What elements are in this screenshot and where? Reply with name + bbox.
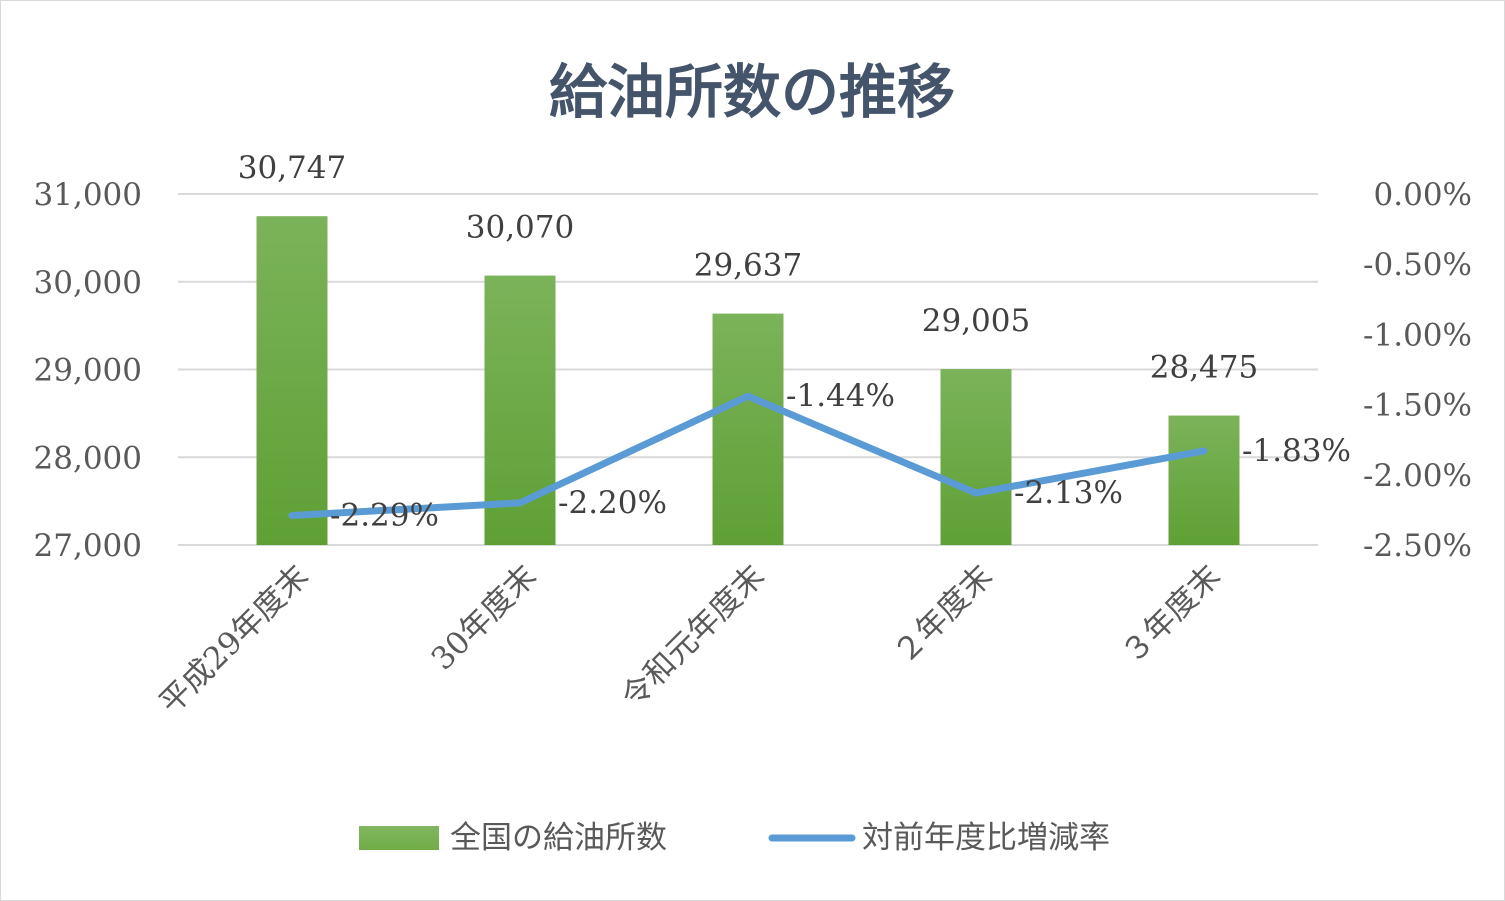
y-right-tick-label: 0.00% — [1374, 177, 1472, 213]
line-point — [519, 502, 521, 504]
data-labels: 30,747 30,070 29,637 29,005 28,475 -2.29% -2.2… — [238, 150, 1351, 533]
y-right-tick-label: -1.00% — [1363, 317, 1472, 353]
bar-data-label: 29,005 — [922, 303, 1030, 339]
bar-data-label: 29,637 — [694, 248, 802, 284]
x-tick-label: ２年度末 — [887, 558, 1000, 671]
y-left-tick-label: 30,000 — [34, 265, 142, 301]
bar-data-label: 28,475 — [1150, 350, 1258, 386]
line-point — [975, 492, 977, 494]
bar-series — [256, 216, 1240, 545]
x-tick-label: ３年度末 — [1115, 558, 1228, 671]
line-point — [1203, 450, 1205, 452]
chart-title: 給油所数の推移 — [549, 58, 955, 126]
line-point — [291, 515, 293, 517]
y-left-tick-label: 31,000 — [34, 177, 142, 213]
y-right-tick-label: -2.50% — [1363, 528, 1472, 564]
bar — [940, 369, 1012, 545]
line-point — [747, 395, 749, 397]
y-left-tick-label: 29,000 — [34, 353, 142, 389]
y-right-tick-label: -2.00% — [1363, 458, 1472, 494]
line-data-label: -1.83% — [1242, 433, 1351, 469]
y-left-tick-label: 28,000 — [34, 440, 142, 476]
bar — [1168, 415, 1240, 545]
line-data-label: -2.13% — [1014, 475, 1123, 511]
legend-label: 対前年度比増減率 — [862, 820, 1110, 856]
legend-swatch-bar — [359, 826, 439, 850]
y-left-tick-label: 27,000 — [34, 528, 142, 564]
x-tick-label: 30年度末 — [425, 558, 544, 677]
x-tick-label: 令和元年度末 — [615, 558, 772, 715]
bar-data-label: 30,070 — [466, 210, 574, 246]
bar-data-label: 30,747 — [238, 150, 346, 186]
legend: 全国の給油所数 対前年度比増減率 — [359, 820, 1110, 856]
line-data-label: -2.29% — [330, 498, 439, 534]
bar — [712, 313, 784, 545]
y-right-tick-label: -1.50% — [1363, 388, 1472, 424]
line-data-label: -1.44% — [786, 378, 895, 414]
line-data-label: -2.20% — [558, 485, 667, 521]
bar — [256, 216, 328, 545]
y-right-tick-label: -0.50% — [1363, 247, 1472, 283]
line-series — [288, 392, 1208, 520]
legend-label: 全国の給油所数 — [450, 820, 667, 856]
x-tick-label: 平成29年度末 — [153, 558, 316, 721]
